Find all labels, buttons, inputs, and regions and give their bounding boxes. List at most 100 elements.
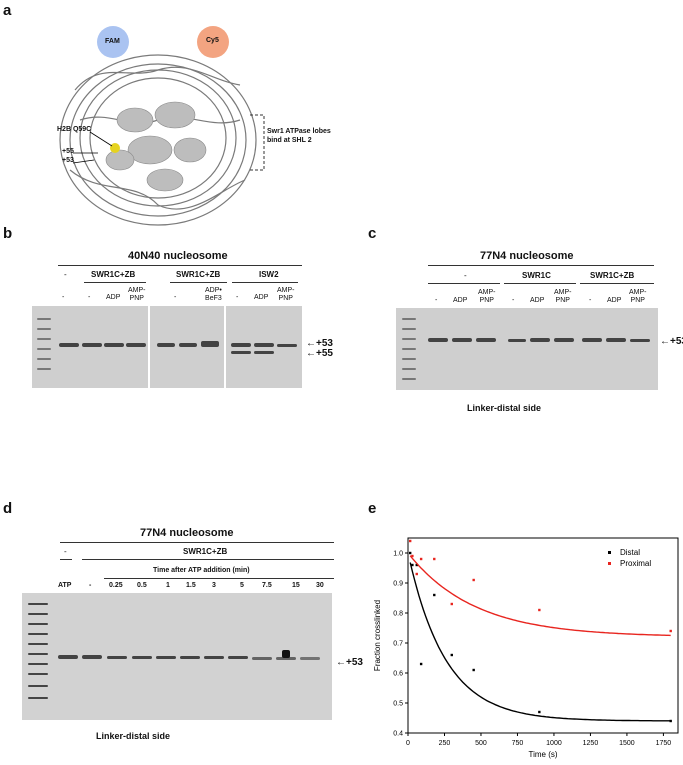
y-tick-label: 0.8 <box>393 611 403 618</box>
cy5-dye-circle <box>197 26 229 58</box>
panel-c-lane-label: ADP <box>530 297 545 304</box>
data-point-proximal <box>433 557 436 561</box>
y-tick-label: 0.6 <box>393 671 403 678</box>
panel-d-minus: - <box>64 547 67 556</box>
panel-d-lane-label: 7.5 <box>262 582 272 589</box>
panel-c-title-rule <box>428 265 654 266</box>
data-point-distal <box>433 593 436 597</box>
panel-b-group-1: SWR1C+ZB <box>91 270 136 279</box>
panel-d-lane-label: 0.5 <box>137 582 147 589</box>
panel-d-lane-label: - <box>89 582 92 589</box>
data-point-proximal <box>419 557 423 561</box>
gel-b-3 <box>226 306 302 388</box>
panel-b-lane-label: ADP <box>106 294 121 301</box>
data-point-distal <box>419 662 423 666</box>
panel-b-lane-label: - <box>62 294 65 301</box>
panel-d-lane-label: 5 <box>240 582 244 589</box>
data-point-proximal <box>411 554 414 558</box>
panel-b-lane-label: ADP• BeF3 <box>205 287 222 302</box>
panel-b-group-0: - <box>64 270 67 279</box>
panel-d-time-rule <box>104 578 334 579</box>
panel-c-group-rule-1 <box>504 283 576 284</box>
x-tick-label: 750 <box>512 740 524 747</box>
panel-b-group-3: ISW2 <box>259 270 279 279</box>
panel-c-group-rule-2 <box>580 283 654 284</box>
data-point-proximal <box>408 539 412 543</box>
y-tick-label: 0.9 <box>393 581 403 588</box>
x-tick-label: 1000 <box>546 740 562 747</box>
gel-b-2 <box>150 306 224 388</box>
panel-c-group-rule-0 <box>428 283 500 284</box>
panel-d-lane-label: ATP <box>58 582 72 589</box>
panel-c-lane-label: AMP- PNP <box>478 289 496 304</box>
x-tick-label: 1750 <box>656 740 672 747</box>
data-point-proximal <box>450 602 453 606</box>
y-tick-label: 0.7 <box>393 641 403 648</box>
panel-b-title: 40N40 nucleosome <box>128 250 228 262</box>
data-point-distal <box>415 563 418 567</box>
plus55-label: +55 <box>62 148 74 155</box>
x-tick-label: 0 <box>406 740 410 747</box>
panel-d-footer: Linker-distal side <box>96 731 171 741</box>
data-point-distal <box>669 719 672 723</box>
panel-c-group-0: - <box>464 271 467 280</box>
cy5-label: Cy5 <box>206 37 219 44</box>
data-point-distal <box>408 551 412 555</box>
panel-b-title-rule <box>58 265 302 266</box>
legend-marker-distal <box>608 551 611 554</box>
fam-label: FAM <box>105 38 120 45</box>
panel-b-lane-label: - <box>174 294 177 301</box>
data-point-distal <box>411 563 414 567</box>
panel-c-lane-label: AMP- PNP <box>629 289 647 304</box>
legend-label-proximal: Proximal <box>620 559 651 568</box>
crosslink-site-marker <box>110 143 120 153</box>
panel-c-arrow-53-label: +53 <box>670 336 683 347</box>
panel-c-group-2: SWR1C+ZB <box>590 271 635 280</box>
x-axis-label: Time (s) <box>528 750 557 759</box>
x-tick-label: 1500 <box>619 740 635 747</box>
plot-frame <box>407 537 679 734</box>
panel-b-group-rule-2 <box>170 282 227 283</box>
panel-c-lane-label: - <box>435 297 438 304</box>
data-point-proximal <box>538 608 541 612</box>
y-tick-label: 0.5 <box>393 701 403 708</box>
panel-c-lane-label: ADP <box>453 297 468 304</box>
panel-b-lane-label: AMP- PNP <box>128 287 146 302</box>
fit-line-proximal <box>409 555 671 637</box>
data-point-proximal <box>669 629 672 633</box>
panel-b-lane-label: - <box>236 294 239 301</box>
x-tick-label: 500 <box>475 740 487 747</box>
gel-d <box>22 593 332 720</box>
panel-b-arrow-55: ←+55 <box>306 348 333 359</box>
panel-d-lane-label: 15 <box>292 582 300 589</box>
site-label: H2B Q59C <box>57 126 92 133</box>
panel-d-lane-label: 0.25 <box>109 582 123 589</box>
data-point-proximal <box>415 572 418 576</box>
panel-d-lane-label: 1 <box>166 582 170 589</box>
panel-d-group-rule <box>82 559 334 560</box>
data-point-distal <box>538 710 541 714</box>
panel-d-minus-rule <box>60 559 72 560</box>
panel-c-lane-label: ADP <box>607 297 622 304</box>
panel-d-lane-label: 3 <box>212 582 216 589</box>
panel-c-group-1: SWR1C <box>522 271 551 280</box>
swr1-label-line2: bind at SHL 2 <box>267 137 312 144</box>
panel-b-group-rule-1 <box>84 282 146 283</box>
panel-d-arrow-53-label: +53 <box>346 657 363 668</box>
data-point-proximal <box>472 578 475 582</box>
x-tick-label: 250 <box>439 740 451 747</box>
fit-line-distal <box>409 562 671 722</box>
panel-d-title-rule <box>60 542 334 543</box>
nucleosome-structure <box>40 20 280 230</box>
crosslink-chart: 0 250 500 750 1000 1250 1500 1750 0.4 0.5 0.6 0.7 0.… <box>373 537 679 759</box>
data-point-distal <box>450 653 453 657</box>
panel-label-d: d <box>3 500 13 517</box>
panel-c-lane-label: - <box>589 297 592 304</box>
panel-b-arrow-55-label: +55 <box>316 348 333 359</box>
y-tick-label: 1.0 <box>393 551 403 558</box>
panel-b-lane-label: AMP- PNP <box>277 287 295 302</box>
panel-b-arrow-53: ←+53 <box>306 338 333 349</box>
legend-label-distal: Distal <box>620 548 640 557</box>
panel-d-title: 77N4 nucleosome <box>140 527 234 539</box>
panel-b-group-rule-3 <box>232 282 298 283</box>
